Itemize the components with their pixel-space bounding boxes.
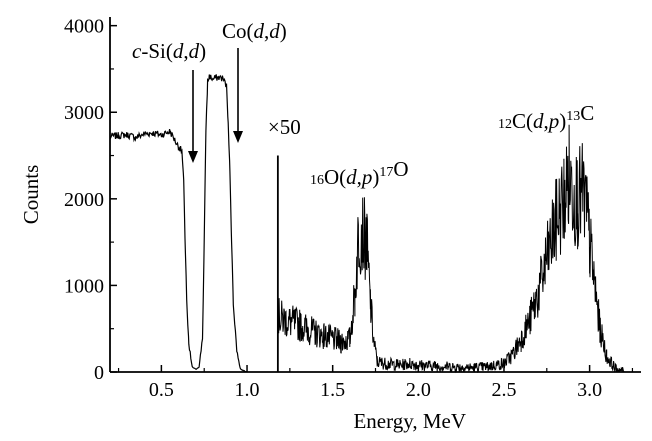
y-tick-label: 4000 xyxy=(64,16,104,38)
x-tick-label: 2.0 xyxy=(406,379,431,401)
annotation-arrow-head xyxy=(233,131,243,143)
y-tick-label: 0 xyxy=(94,362,104,384)
scale-break-label: ×50 xyxy=(268,115,301,139)
annotation-label: c-Si(d,d) xyxy=(132,39,206,63)
annotation-label: 16O(d,p)17O xyxy=(310,157,409,189)
series-line-nra xyxy=(277,124,625,374)
annotation-label: 12C(d,p)13C xyxy=(498,101,594,133)
labels: Energy, MeV Counts ×50 c-Si(d,d) Co(d,d) 16O(… xyxy=(19,19,594,433)
y-axis-title: Counts xyxy=(19,165,43,225)
series-line-rbs xyxy=(109,74,248,373)
x-tick-label: 0.5 xyxy=(149,379,174,401)
x-tick-label: 2.5 xyxy=(491,379,516,401)
annotation-arrow-head xyxy=(188,151,198,163)
x-tick-label: 1.0 xyxy=(235,379,260,401)
plot-area xyxy=(109,74,625,374)
x-axis-title: Energy, MeV xyxy=(353,409,466,433)
annotation-label: Co(d,d) xyxy=(222,19,287,43)
y-tick-label: 2000 xyxy=(64,189,104,211)
y-tick-label: 1000 xyxy=(64,275,104,297)
x-tick-label: 1.5 xyxy=(320,379,345,401)
axes: 0.5 1.0 1.5 2.0 2.5 3.0 0 1000 2000 3000 4000 xyxy=(64,16,641,401)
x-tick-label: 3.0 xyxy=(577,379,602,401)
y-tick-label: 3000 xyxy=(64,102,104,124)
